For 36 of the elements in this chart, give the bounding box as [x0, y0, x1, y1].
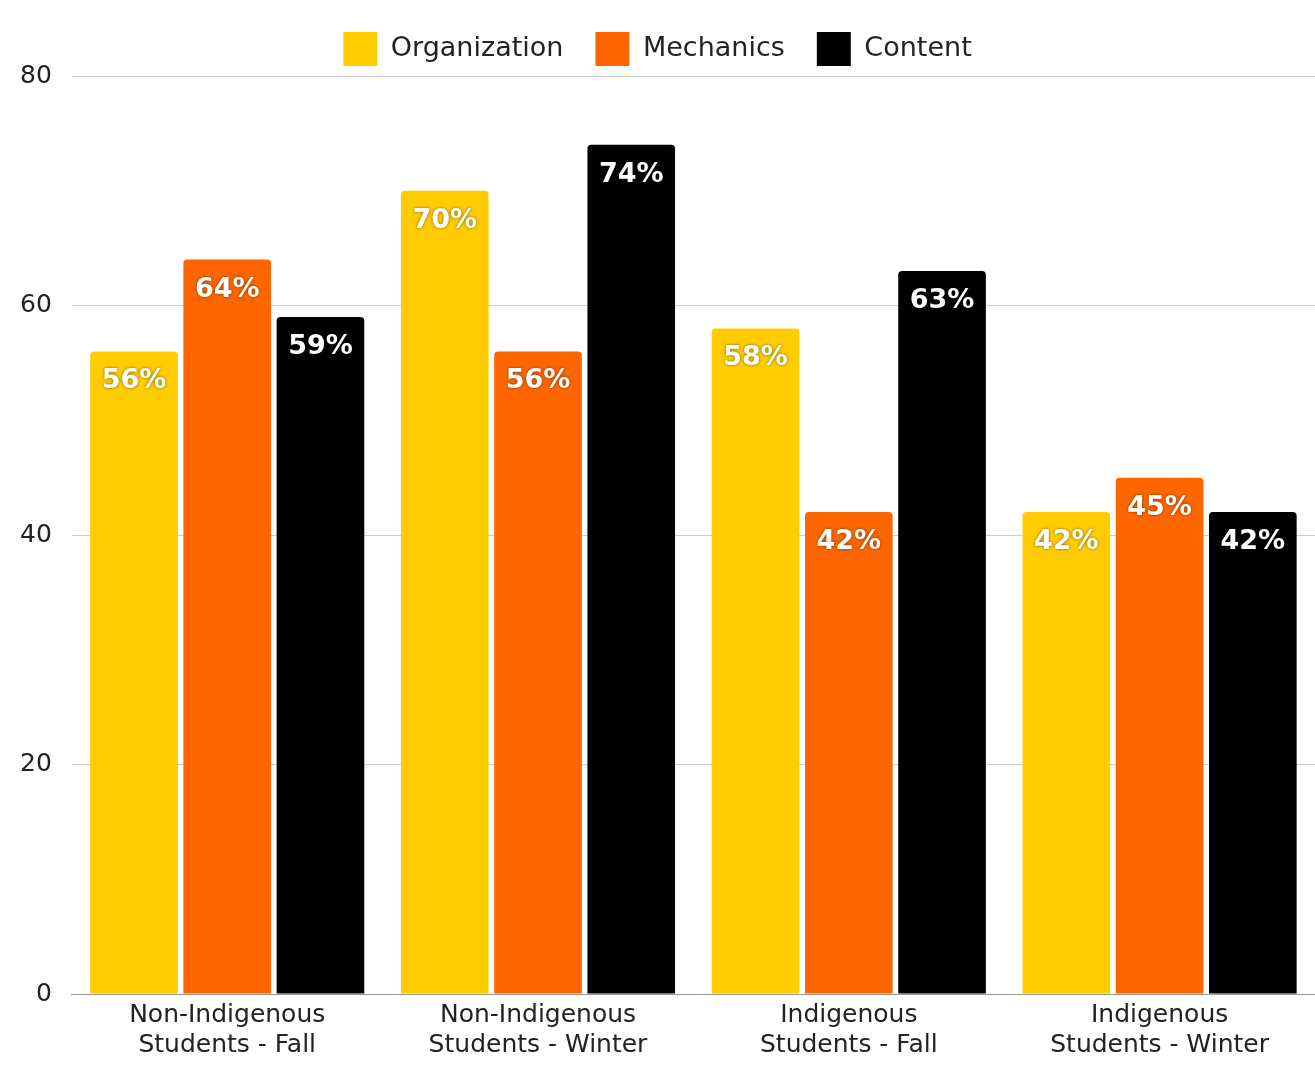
data-label: 56%: [505, 363, 571, 395]
bar: [90, 351, 178, 994]
data-label: 42%: [1220, 524, 1286, 556]
bar: [400, 190, 489, 994]
y-tick-label: 20: [20, 748, 52, 777]
data-label: 56%: [101, 363, 167, 395]
y-tick-label: 40: [20, 518, 52, 548]
bar: [587, 144, 676, 994]
data-label: 45%: [1127, 489, 1192, 521]
y-tick-label: 80: [20, 59, 52, 89]
x-tick-label: Non-Indigenous Students - Winter: [428, 998, 649, 1058]
data-label: 70%: [412, 202, 478, 234]
bar: [183, 259, 272, 994]
bar: [711, 328, 800, 994]
legend-label: Mechanics: [642, 31, 785, 63]
bar: [1022, 512, 1111, 994]
x-tick-label: Indigenous Students - Fall: [759, 998, 938, 1058]
data-label: 64%: [194, 271, 260, 303]
data-label: 42%: [816, 524, 882, 556]
data-label: 74%: [598, 156, 664, 188]
legend-label: Organization: [390, 31, 564, 63]
bar: [804, 512, 893, 994]
bar: [1115, 477, 1204, 994]
data-label: 63%: [909, 283, 975, 315]
y-tick-label: 60: [20, 289, 52, 318]
x-tick-label: Non-Indigenous Students - Fall: [129, 998, 326, 1058]
x-tick-label: Indigenous Students - Winter: [1050, 998, 1270, 1058]
y-tick-label: 0: [35, 977, 52, 1007]
bar: [276, 316, 365, 994]
legend-label: Content: [864, 31, 972, 63]
data-label: 59%: [288, 328, 353, 360]
bar: [494, 351, 582, 994]
data-label: 42%: [1034, 524, 1099, 556]
bar: [898, 271, 986, 994]
data-label: 58%: [723, 340, 788, 372]
bar: [1209, 512, 1297, 994]
